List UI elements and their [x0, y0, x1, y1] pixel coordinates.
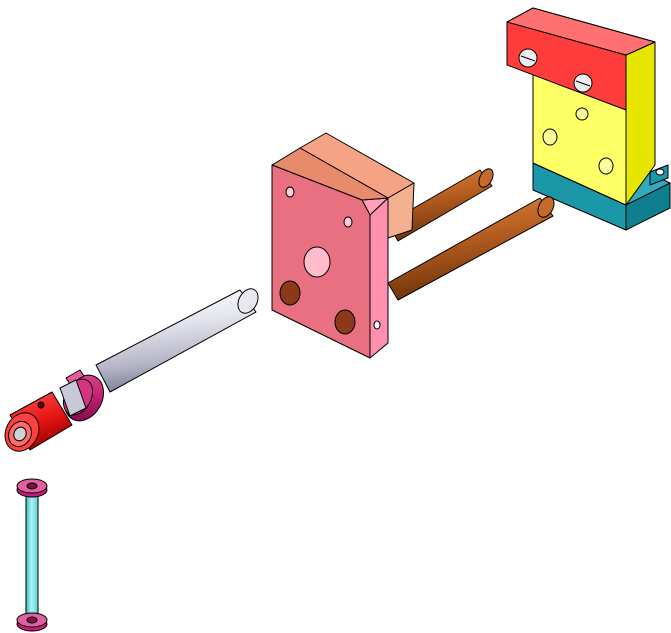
guide-rod-lower	[387, 196, 555, 301]
red-clamp-bar	[506, 7, 656, 111]
pink-plate-assembly	[271, 132, 415, 359]
pin-bottom-head	[16, 612, 48, 632]
pin-top-head	[16, 478, 48, 498]
plate-side-hole	[373, 320, 381, 330]
brown-guide-rods	[387, 168, 555, 301]
plate-hole-small-2	[343, 216, 353, 228]
base-hole	[655, 168, 665, 176]
knob-setscrew-hole	[37, 401, 45, 409]
red-knob	[4, 379, 87, 452]
bracket-hole-1	[542, 128, 558, 146]
cyan-pin	[16, 478, 48, 632]
salmon-block	[299, 132, 415, 239]
silver-shaft	[95, 288, 259, 393]
bracket-hole-3	[575, 107, 589, 121]
bracket-hole-2	[598, 157, 614, 175]
plate-rod-hole-1	[279, 280, 301, 306]
plate-hole-large	[303, 246, 331, 278]
clamp-screw-1	[518, 48, 538, 68]
yellow-bracket-assembly	[506, 7, 671, 231]
clamp-screw-2	[573, 73, 593, 93]
plate-hole-small-1	[285, 186, 295, 198]
plate-rod-hole-2	[334, 309, 356, 335]
